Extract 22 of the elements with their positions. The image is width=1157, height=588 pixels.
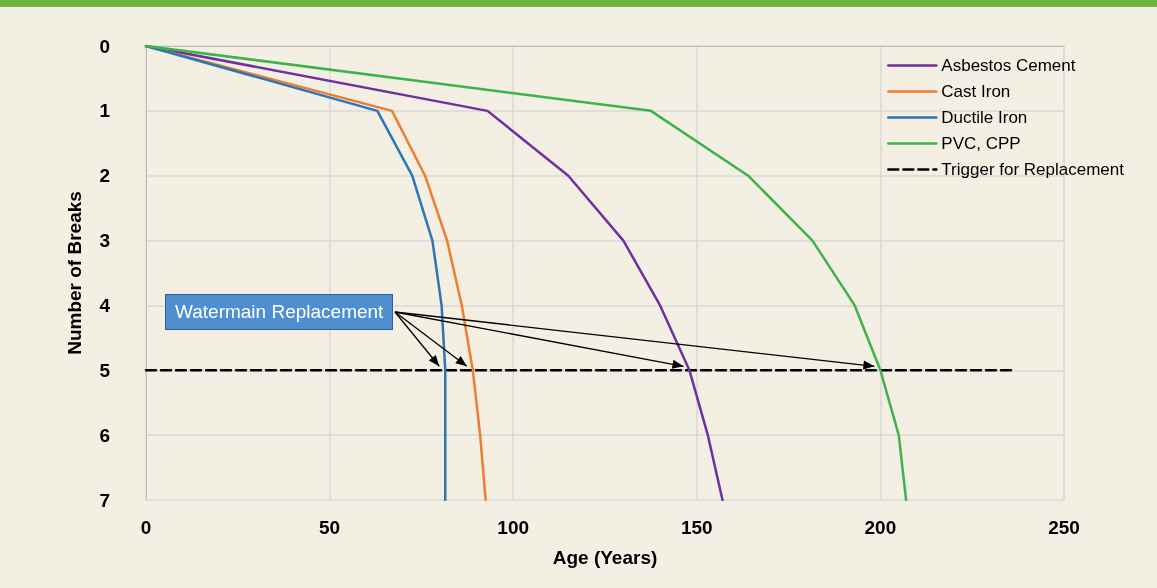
legend-label: PVC, CPP <box>941 134 1021 153</box>
y-tick-label: 4 <box>99 294 111 316</box>
y-tick-label: 0 <box>99 35 110 57</box>
x-tick-label: 50 <box>319 517 341 538</box>
x-tick-label: 0 <box>140 517 152 538</box>
legend-label: Asbestos Cement <box>941 56 1076 75</box>
x-tick-label: 150 <box>680 517 713 538</box>
y-tick-label: 3 <box>99 230 110 252</box>
y-axis-title: Number of Breaks <box>64 191 85 355</box>
y-tick-label: 7 <box>99 489 110 511</box>
x-tick-label: 250 <box>1048 517 1080 538</box>
x-tick-label: 100 <box>497 517 530 538</box>
legend-label: Ductile Iron <box>941 108 1028 127</box>
y-tick-label: 1 <box>99 100 111 122</box>
x-axis-title: Age (Years) <box>552 547 658 568</box>
x-tick-label: 200 <box>864 517 897 538</box>
legend-label: Cast Iron <box>941 82 1011 101</box>
y-tick-label: 5 <box>99 359 111 381</box>
y-tick-label: 6 <box>99 424 110 446</box>
legend-label: Trigger for Replacement <box>941 160 1125 179</box>
y-tick-label: 2 <box>99 165 110 187</box>
annotation: Watermain Replacement <box>165 294 394 330</box>
